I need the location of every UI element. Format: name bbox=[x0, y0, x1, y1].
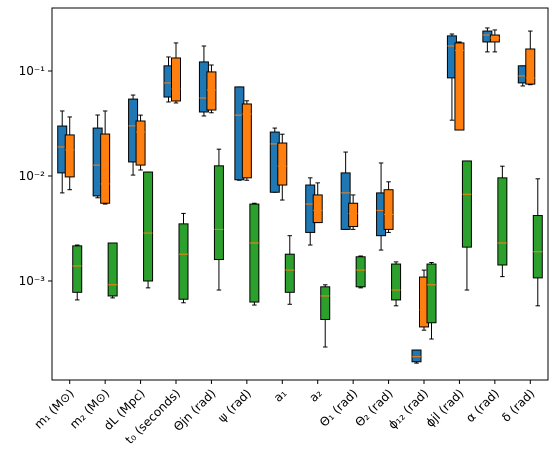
plot-frame bbox=[51, 7, 549, 381]
box bbox=[426, 263, 437, 324]
box bbox=[391, 263, 402, 301]
box bbox=[454, 42, 465, 131]
box bbox=[135, 120, 146, 166]
box bbox=[143, 171, 154, 282]
box bbox=[107, 242, 118, 297]
box bbox=[411, 349, 422, 363]
x-tick-label: a₂ bbox=[306, 386, 325, 405]
box bbox=[284, 253, 295, 293]
box bbox=[497, 177, 508, 266]
box bbox=[320, 286, 331, 320]
y-tick-label: 10⁻³ bbox=[19, 274, 46, 288]
box bbox=[171, 57, 181, 102]
box bbox=[206, 71, 217, 111]
y-tick-label: 10⁻¹ bbox=[19, 64, 46, 78]
x-tick-label: ψ (rad) bbox=[215, 386, 254, 425]
y-tick-label: 10⁻² bbox=[19, 169, 46, 183]
box bbox=[312, 194, 323, 224]
x-tick-label: a₁ bbox=[271, 386, 290, 405]
box bbox=[525, 48, 536, 85]
box bbox=[348, 202, 359, 228]
box bbox=[461, 160, 472, 248]
box bbox=[383, 189, 394, 230]
box bbox=[340, 172, 351, 230]
x-tick-label: α (rad) bbox=[463, 386, 502, 425]
x-tick-label: Θ₁ (rad) bbox=[317, 386, 360, 429]
box bbox=[241, 103, 252, 179]
x-tick-label: δ (rad) bbox=[499, 386, 537, 424]
box bbox=[178, 223, 189, 300]
box bbox=[249, 203, 260, 303]
x-tick-label: ϕjl (rad) bbox=[423, 386, 467, 430]
box bbox=[532, 215, 543, 279]
box bbox=[72, 245, 83, 293]
box bbox=[64, 134, 75, 178]
box bbox=[355, 256, 366, 288]
box bbox=[277, 142, 288, 186]
box bbox=[213, 165, 224, 261]
box bbox=[100, 133, 111, 204]
